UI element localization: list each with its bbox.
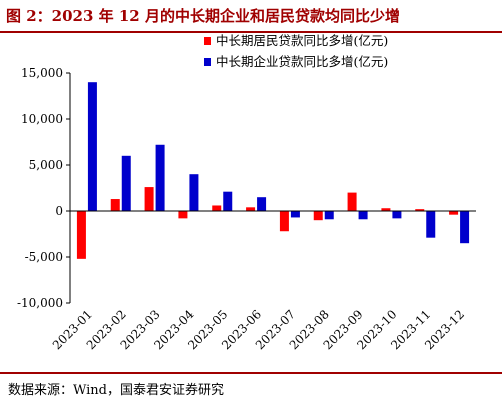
bar-household-2023-05 (212, 205, 222, 211)
bar-corporate-2023-05 (223, 191, 233, 211)
footer-rule (0, 372, 502, 374)
bar-corporate-2023-03 (155, 144, 165, 211)
bar-household-2023-02 (110, 199, 120, 211)
bar-corporate-2023-10 (392, 211, 402, 219)
title-bar: 图 2：2023 年 12 月的中长期企业和居民贷款均同比少增 (0, 0, 502, 32)
bar-corporate-2023-11 (426, 211, 436, 238)
data-source: 数据来源：Wind，国泰君安证券研究 (8, 383, 224, 398)
y-tick-label: 15,000 (21, 66, 63, 80)
bar-corporate-2023-02 (121, 155, 131, 211)
bar-corporate-2023-01 (87, 82, 97, 211)
legend-label: 中长期居民贷款同比多增(亿元) (216, 33, 388, 48)
legend-label: 中长期企业贷款同比多增(亿元) (216, 54, 388, 69)
title-rule (0, 31, 502, 33)
legend-swatch (204, 58, 211, 66)
bar-household-2023-12 (449, 211, 459, 215)
legend-swatch (204, 37, 211, 45)
y-tick-label: 0 (55, 204, 63, 218)
bar-household-2023-10 (381, 208, 391, 211)
bar-household-2023-07 (279, 211, 289, 232)
bar-household-2023-04 (178, 211, 188, 219)
bar-corporate-2023-06 (257, 197, 267, 211)
bar-household-2023-06 (246, 207, 256, 211)
bar-household-2023-03 (144, 187, 154, 211)
bar-household-2023-11 (415, 209, 425, 211)
bar-household-2023-09 (347, 192, 357, 211)
y-tick-label: 10,000 (21, 112, 63, 126)
y-tick-label: 5,000 (29, 158, 63, 172)
bar-household-2023-08 (313, 211, 323, 221)
bar-household-2023-01 (76, 211, 86, 259)
bar-corporate-2023-07 (290, 211, 300, 218)
bar-corporate-2023-09 (358, 211, 368, 220)
bar-corporate-2023-12 (460, 211, 470, 244)
bar-corporate-2023-08 (324, 211, 334, 220)
y-tick-label: -5,000 (25, 250, 63, 264)
bar-corporate-2023-04 (189, 174, 199, 211)
y-tick-label: -10,000 (17, 296, 63, 310)
chart-title: 图 2：2023 年 12 月的中长期企业和居民贷款均同比少增 (6, 7, 400, 25)
